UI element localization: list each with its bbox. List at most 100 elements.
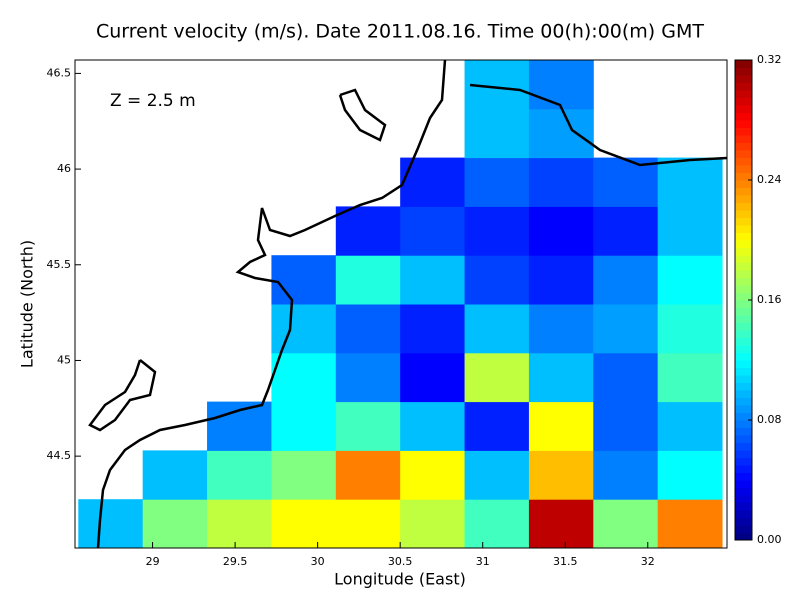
velocity-cell <box>335 450 401 500</box>
velocity-cell <box>464 401 530 451</box>
colorbar-band <box>735 202 752 211</box>
velocity-cell <box>464 206 530 256</box>
lagoon <box>338 88 387 142</box>
colorbar-band <box>735 525 752 533</box>
x-tick-label: 31.5 <box>553 555 578 568</box>
colorbar-band <box>735 120 752 128</box>
colorbar-band <box>735 465 752 473</box>
colorbar-band <box>735 142 752 151</box>
x-tick-label: 30 <box>311 555 325 568</box>
colorbar-band <box>735 435 752 443</box>
y-tick-label: 46 <box>57 162 71 175</box>
colorbar-band <box>735 277 752 286</box>
plot-frame <box>74 59 728 549</box>
x-tick-label: 30.5 <box>388 555 413 568</box>
annotation: Z = 2.5 m <box>110 91 196 111</box>
colorbar-band <box>735 397 752 406</box>
colorbar-band <box>735 292 752 301</box>
colorbar-band <box>735 450 752 458</box>
velocity-cell <box>464 499 530 549</box>
velocity-cell <box>593 352 659 403</box>
velocity-cell <box>400 352 466 403</box>
velocity-cell <box>593 450 659 500</box>
colorbar-band <box>735 352 752 361</box>
velocity-cell <box>657 499 723 549</box>
velocity-cell <box>657 157 723 207</box>
colorbar: 0.00 0.08 0.16 0.24 0.32 <box>734 53 782 546</box>
colorbar-band <box>735 345 752 353</box>
velocity-cell <box>528 60 594 110</box>
velocity-cell <box>657 255 723 305</box>
velocity-cell <box>528 450 594 500</box>
velocity-cell <box>271 450 337 500</box>
colorbar-band <box>735 300 752 308</box>
colorbar-band <box>735 337 752 346</box>
x-tick-label: 31 <box>476 555 490 568</box>
colorbar-band <box>735 322 752 331</box>
velocity-cell <box>593 401 659 451</box>
coastline <box>96 59 447 549</box>
colorbar-band <box>735 217 752 226</box>
colorbar-band <box>735 165 752 173</box>
colorbar-band <box>735 150 752 158</box>
colorbar-band <box>735 187 752 196</box>
velocity-cell <box>528 108 594 159</box>
velocity-cell <box>528 157 594 207</box>
colorbar-band <box>735 105 752 113</box>
colorbar-band <box>735 232 752 241</box>
colorbar-band <box>735 172 752 181</box>
colorbar-band <box>735 240 752 248</box>
x-tick-label: 29 <box>146 555 160 568</box>
velocity-cell <box>271 499 337 549</box>
velocity-cell <box>400 499 466 549</box>
colorbar-tick-label: 0.00 <box>757 533 782 546</box>
velocity-cell <box>335 401 401 451</box>
colorbar-band <box>735 60 752 68</box>
velocity-cell <box>528 255 594 305</box>
colorbar-band <box>735 97 752 106</box>
colorbar-band <box>735 330 752 338</box>
colorbar-band <box>735 285 752 293</box>
colorbar-band <box>735 427 752 436</box>
velocity-cell <box>657 206 723 256</box>
velocity-cell <box>593 499 659 549</box>
y-axis-label: Latitude (North) <box>18 240 37 368</box>
velocity-cell <box>593 157 659 207</box>
colorbar-band <box>735 442 752 451</box>
colorbar-band <box>735 112 752 121</box>
colorbar-band <box>735 67 752 76</box>
velocity-cell <box>528 352 594 403</box>
velocity-cell <box>335 255 401 305</box>
colorbar-band <box>735 180 752 188</box>
velocity-cell <box>271 304 337 354</box>
velocity-cell <box>528 401 594 451</box>
colorbar-band <box>735 210 752 218</box>
colorbar-band <box>735 532 752 541</box>
coastline-east <box>469 83 728 167</box>
colorbar-band <box>735 412 752 421</box>
velocity-cell <box>78 499 144 549</box>
velocity-cell <box>271 401 337 451</box>
colorbar-band <box>735 82 752 91</box>
colorbar-band <box>735 420 752 428</box>
velocity-cell <box>400 304 466 354</box>
colorbar-band <box>735 127 752 136</box>
velocity-cell <box>464 352 530 403</box>
velocity-cell <box>335 304 401 354</box>
velocity-cell <box>593 206 659 256</box>
y-tick-label: 45 <box>57 353 71 366</box>
lagoon <box>88 359 157 432</box>
velocity-cell <box>528 499 594 549</box>
colorbar-band <box>735 405 752 413</box>
velocity-cell <box>464 157 530 207</box>
colorbar-band <box>735 390 752 398</box>
velocity-cell <box>657 352 723 403</box>
colorbar-band <box>735 90 752 98</box>
colorbar-band <box>735 510 752 518</box>
velocity-cell <box>464 255 530 305</box>
colorbar-band <box>735 457 752 466</box>
colorbar-band <box>735 495 752 503</box>
colorbar-band <box>735 360 752 368</box>
colorbar-band <box>735 75 752 83</box>
